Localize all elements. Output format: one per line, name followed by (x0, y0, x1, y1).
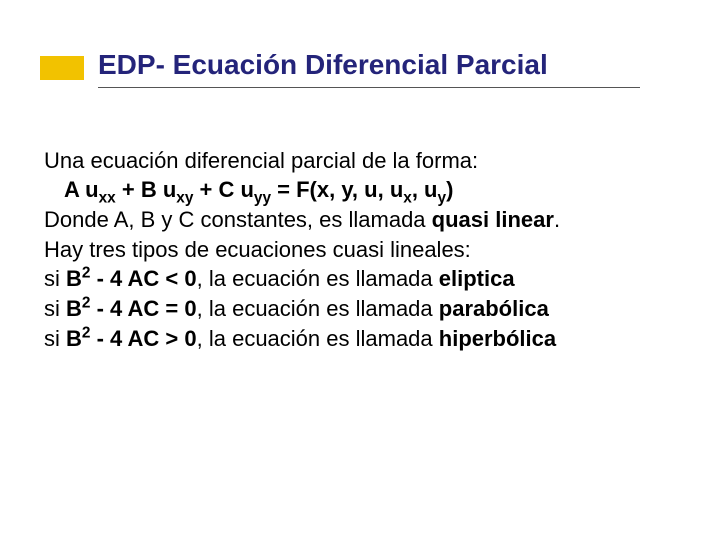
eq-A: A u (64, 177, 99, 202)
mid-2: - 4 AC > 0 (90, 326, 196, 351)
donde-line: Donde A, B y C constantes, es llamada qu… (44, 205, 680, 235)
intro-line: Una ecuación diferencial parcial de la f… (44, 146, 680, 176)
classify-parabolic: si B2 - 4 AC = 0, la ecuación es llamada… (44, 294, 680, 324)
eq-F: = F(x, y, u, u (271, 177, 403, 202)
eq-close: ) (446, 177, 453, 202)
equation-line: A uxx + B uxy + C uyy = F(x, y, u, ux, u… (44, 175, 680, 205)
slide-title: EDP- Ecuación Diferencial Parcial (40, 48, 680, 82)
classify-elliptic: si B2 - 4 AC < 0, la ecuación es llamada… (44, 264, 680, 294)
name-elliptic: eliptica (439, 266, 515, 291)
B-0: B (66, 266, 82, 291)
name-parabolic: parabólica (439, 296, 549, 321)
post-0: , la ecuación es llamada (197, 266, 439, 291)
donde-period: . (554, 207, 560, 232)
mid-0: - 4 AC < 0 (90, 266, 196, 291)
si-2: si (44, 326, 66, 351)
post-2: , la ecuación es llamada (197, 326, 439, 351)
slide: EDP- Ecuación Diferencial Parcial Una ec… (0, 0, 720, 540)
donde-pre: Donde A, B y C constantes, es llamada (44, 207, 432, 232)
B-1: B (66, 296, 82, 321)
B-2: B (66, 326, 82, 351)
name-hyperbolic: hiperbólica (439, 326, 556, 351)
hay-line: Hay tres tipos de ecuaciones cuasi linea… (44, 235, 680, 265)
term-quasi-linear: quasi linear (432, 207, 554, 232)
classify-hyperbolic: si B2 - 4 AC > 0, la ecuación es llamada… (44, 324, 680, 354)
mid-1: - 4 AC = 0 (90, 296, 196, 321)
slide-body: Una ecuación diferencial parcial de la f… (40, 146, 680, 354)
title-block: EDP- Ecuación Diferencial Parcial (40, 48, 680, 82)
title-accent-box (40, 56, 84, 80)
eq-comma-u: , u (412, 177, 438, 202)
eq-plus-B: + B u (116, 177, 177, 202)
title-underline (98, 87, 640, 88)
post-1: , la ecuación es llamada (197, 296, 439, 321)
si-1: si (44, 296, 66, 321)
si-0: si (44, 266, 66, 291)
eq-plus-C: + C u (193, 177, 254, 202)
